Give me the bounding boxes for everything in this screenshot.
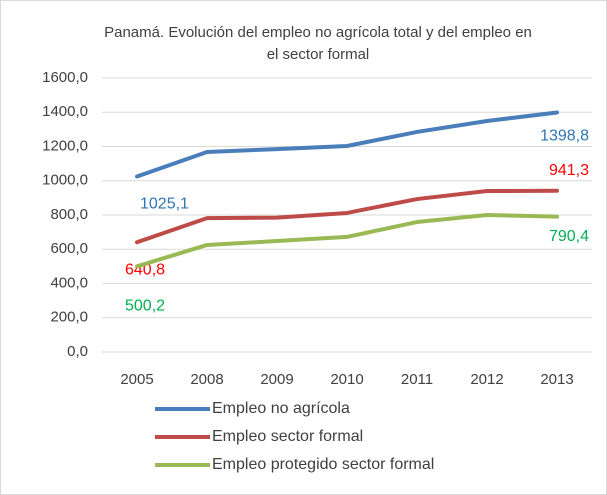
y-tick-label: 1400,0: [42, 103, 88, 120]
series-line: [135, 110, 559, 179]
y-tick-label: 1200,0: [42, 137, 88, 154]
x-tick-label: 2009: [260, 371, 293, 388]
series-line: [135, 188, 559, 245]
chart-title: Panamá. Evolución del empleo no agrícola…: [104, 24, 532, 63]
x-tick-label: 2012: [470, 371, 503, 388]
x-tick-label: 2011: [401, 371, 433, 388]
y-tick-label: 600,0: [50, 240, 88, 257]
y-tick-label: 800,0: [50, 206, 88, 223]
x-tick-label: 2005: [120, 371, 153, 388]
legend-label: Empleo sector formal: [212, 428, 363, 445]
x-tick-label: 2008: [190, 371, 223, 388]
y-tick-label: 1600,0: [42, 69, 88, 86]
data-label: 1025,1: [140, 196, 189, 213]
data-label: 1398,8: [540, 128, 589, 145]
y-tick-label: 1000,0: [42, 172, 88, 189]
series-line: [135, 213, 559, 269]
data-label: 500,2: [125, 298, 165, 315]
y-tick-label: 0,0: [67, 343, 88, 360]
data-label: 640,8: [125, 261, 165, 278]
data-label: 941,3: [549, 162, 589, 179]
y-tick-label: 200,0: [50, 309, 88, 326]
data-label: 790,4: [549, 228, 589, 245]
legend-label: Empleo no agrícola: [212, 400, 350, 417]
x-tick-label: 2010: [330, 371, 363, 388]
x-tick-label: 2013: [540, 371, 573, 388]
y-tick-label: 400,0: [50, 274, 88, 291]
legend-label: Empleo protegido sector formal: [212, 456, 434, 473]
